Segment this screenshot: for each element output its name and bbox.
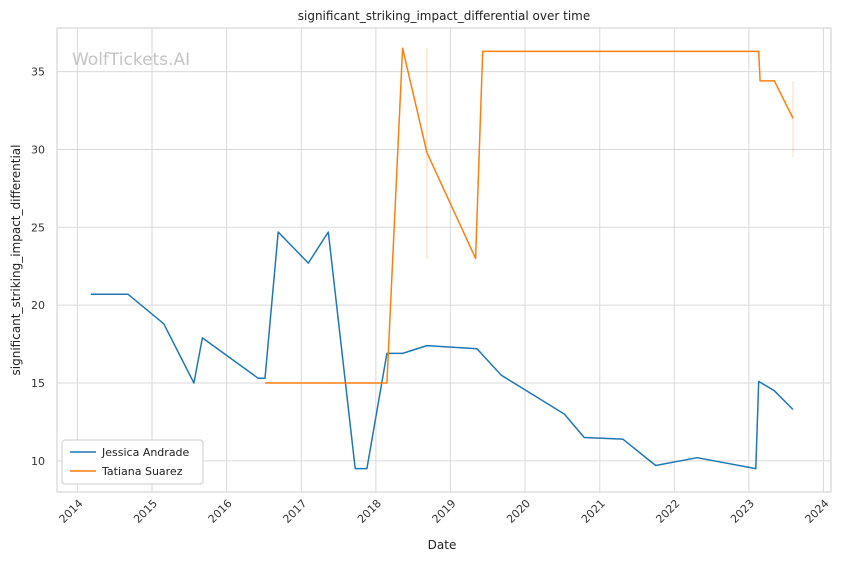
- legend: Jessica Andrade Tatiana Suarez: [61, 439, 204, 485]
- x-tick-label-2021: 2021: [579, 497, 608, 526]
- legend-label-tatiana-suarez: Tatiana Suarez: [101, 465, 183, 478]
- x-tick-label-2017: 2017: [280, 497, 309, 526]
- x-gridlines: [76, 28, 824, 492]
- y-tick-label-15: 15: [31, 377, 45, 390]
- x-tick-label-2023: 2023: [728, 497, 757, 526]
- plot-area: [56, 27, 832, 493]
- x-tick-label-2014: 2014: [57, 497, 86, 526]
- series-line-jessica-andrade: [90, 231, 794, 470]
- y-axis-label: significant_striking_impact_differential: [9, 145, 23, 376]
- x-tick-label-2019: 2019: [430, 497, 459, 526]
- y-tick-label-10: 10: [31, 455, 45, 468]
- y-tick-label-30: 30: [31, 143, 45, 156]
- y-tick-labels: 10 15 20 25 30 35: [31, 66, 45, 468]
- x-tick-label-2022: 2022: [653, 497, 682, 526]
- chart-title: significant_striking_impact_differential…: [298, 9, 590, 23]
- legend-box: [61, 439, 204, 485]
- x-tick-label-2016: 2016: [206, 497, 235, 526]
- series-lines: [90, 47, 794, 470]
- y-tick-label-20: 20: [31, 299, 45, 312]
- watermark: WolfTickets.AI: [72, 50, 190, 70]
- y-tick-label-35: 35: [31, 66, 45, 79]
- x-tick-labels: 2014 2015 2016 2017 2018 2019 2020 2021 2022 2023…: [57, 497, 832, 526]
- x-tick-label-2018: 2018: [355, 497, 384, 526]
- x-tick-label-2015: 2015: [131, 497, 160, 526]
- x-axis-label: Date: [428, 538, 457, 552]
- legend-label-jessica-andrade: Jessica Andrade: [101, 446, 190, 459]
- x-tick-label-2024: 2024: [803, 497, 832, 526]
- x-tick-label-2020: 2020: [504, 497, 533, 526]
- series-line-tatiana-suarez: [265, 47, 794, 384]
- y-tick-label-25: 25: [31, 221, 45, 234]
